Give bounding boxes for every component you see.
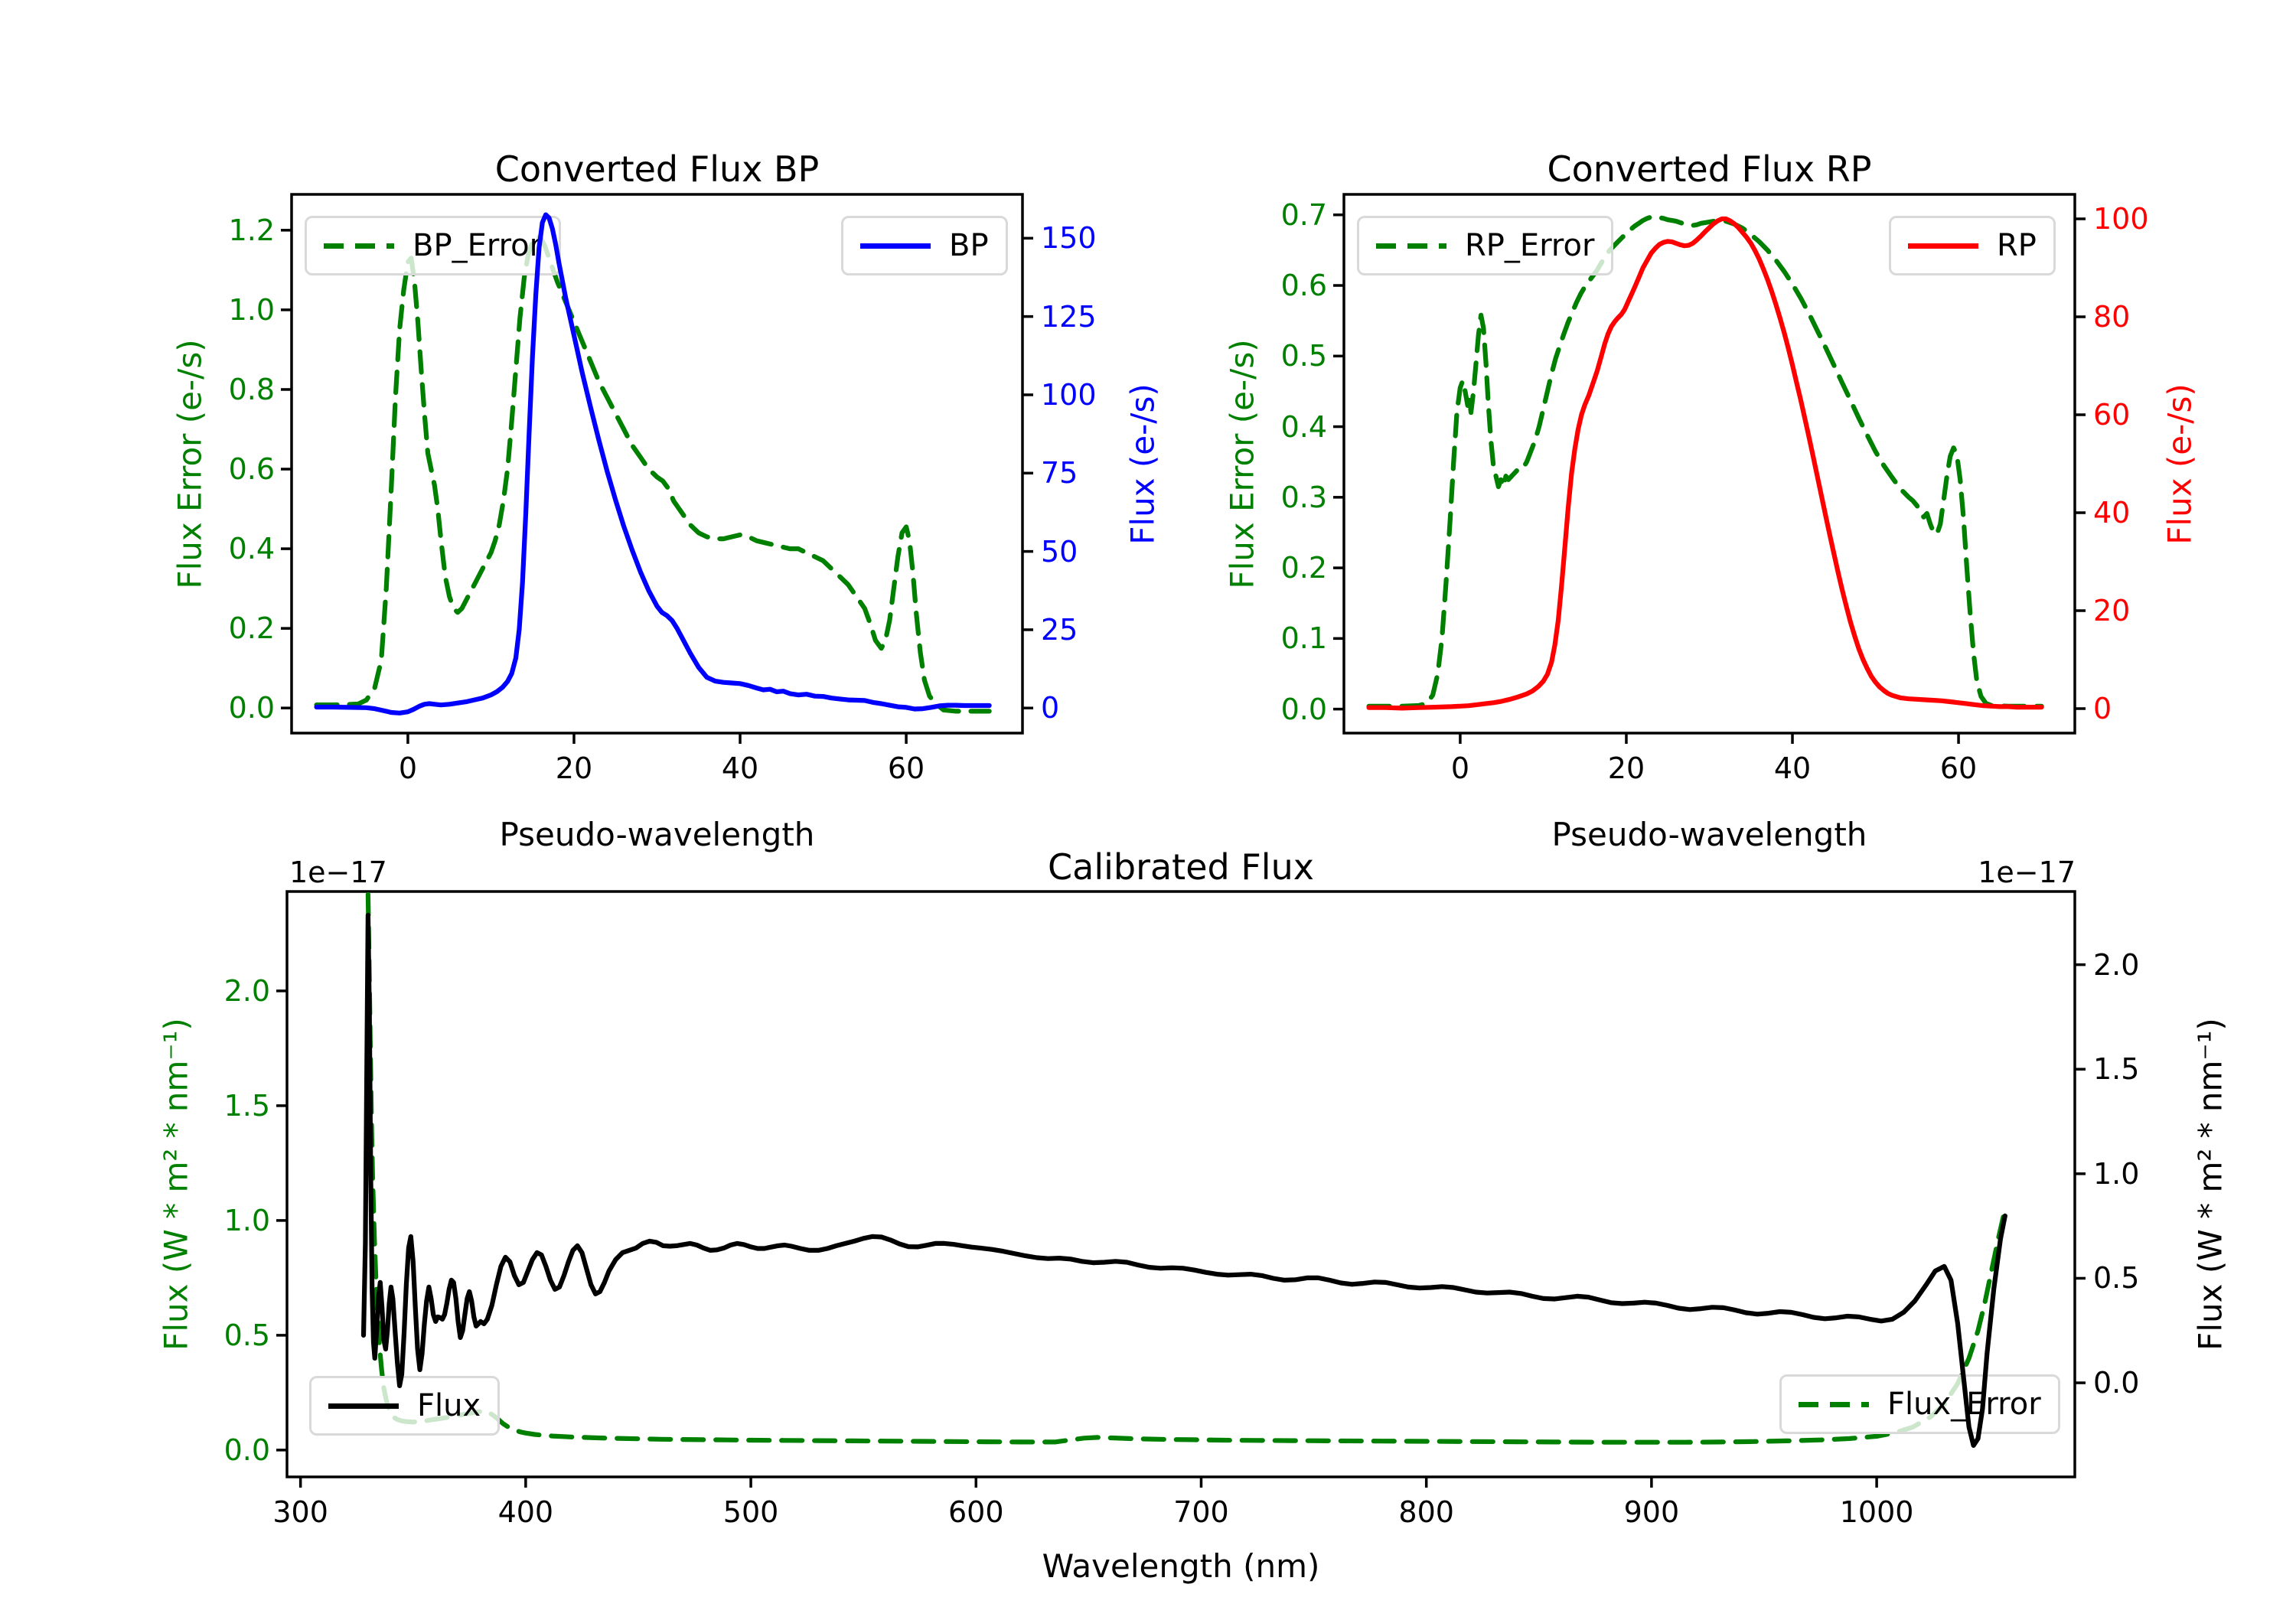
- left-y-tick-label: 1.2: [228, 213, 275, 247]
- x-tick-label: 300: [272, 1495, 328, 1529]
- calibrated-x-axis-label: Wavelength (nm): [1042, 1547, 1320, 1585]
- right-y-tick-label: 100: [2093, 202, 2149, 236]
- legend-label: BP: [949, 228, 989, 263]
- rp-panel-title: Converted Flux RP: [1547, 148, 1872, 190]
- right-y-tick-label: 150: [1041, 221, 1097, 256]
- dashed-line-sample-icon: [1376, 243, 1446, 249]
- solid-line-sample-icon: [860, 243, 931, 249]
- left-y-tick-label: 0.6: [228, 452, 275, 487]
- right-y-tick-label: 1.0: [2093, 1156, 2140, 1191]
- solid-line-sample-icon: [328, 1403, 399, 1409]
- right-y-tick-label: 60: [2093, 398, 2131, 432]
- legend-label: Flux: [417, 1388, 481, 1423]
- x-tick-label: 1000: [1839, 1495, 1914, 1529]
- right-y-tick-label: 1.5: [2093, 1052, 2140, 1087]
- x-tick-label: 0: [398, 751, 418, 785]
- x-tick-label: 40: [1773, 751, 1812, 785]
- x-tick-label: 800: [1398, 1495, 1454, 1529]
- legend-label: RP_Error: [1465, 228, 1595, 263]
- right-y-tick-label: 80: [2093, 300, 2131, 334]
- left-y-tick-label: 1.5: [223, 1088, 270, 1123]
- right-y-tick-label: 25: [1041, 612, 1078, 647]
- bp-panel-title: Converted Flux BP: [494, 148, 820, 190]
- x-tick-label: 40: [721, 751, 759, 785]
- right-y-tick-label: 0: [1041, 691, 1060, 725]
- series-rp: [1366, 216, 2044, 711]
- left-y-tick-label: 0.0: [223, 1433, 270, 1467]
- left-y-tick-label: 0.6: [1280, 269, 1327, 303]
- right-y-tick-label: 0: [2093, 692, 2112, 725]
- left-y-tick-label: 0.1: [1280, 621, 1327, 656]
- left-y-tick-label: 0.7: [1280, 197, 1327, 232]
- x-tick-label: 500: [722, 1495, 779, 1529]
- right-y-tick-label: 0.0: [2093, 1366, 2140, 1400]
- x-tick-label: 700: [1173, 1495, 1229, 1529]
- x-tick-label: 400: [497, 1495, 554, 1529]
- legend-rp: RP: [1889, 216, 2056, 275]
- left-y-tick-label: 0.8: [228, 372, 275, 406]
- left-y-tick-label: 2.0: [223, 973, 270, 1008]
- right-y-tick-label: 75: [1041, 456, 1078, 491]
- left-y-tick-label: 0.2: [1280, 551, 1327, 585]
- left-y-tick-label: 0.2: [228, 611, 275, 646]
- left-y-tick-label: 0.4: [1280, 409, 1327, 444]
- right-y-tick-label: 100: [1041, 377, 1097, 412]
- x-tick-label: 60: [1939, 751, 1978, 785]
- left-y-tick-label: 0.5: [1280, 339, 1327, 373]
- left-y-tick-label: 0.0: [228, 691, 275, 725]
- legend-bp-error: BP_Error: [305, 216, 562, 275]
- right-y-tick-label: 2.0: [2093, 947, 2140, 982]
- left-y-tick-label: 0.0: [1280, 692, 1327, 726]
- series-flux: [360, 912, 2007, 1448]
- dashed-line-sample-icon: [1799, 1401, 1869, 1407]
- right-y-tick-label: 20: [2093, 594, 2131, 627]
- x-tick-label: 0: [1450, 751, 1470, 785]
- series-rp_error: [1366, 214, 2044, 709]
- legend-label: RP: [1997, 228, 2037, 263]
- solid-line-sample-icon: [1908, 243, 1978, 249]
- calibrated-panel-title: Calibrated Flux: [1048, 846, 1314, 888]
- dashed-line-sample-icon: [324, 243, 394, 249]
- legend-bp: BP: [841, 216, 1008, 275]
- legend-flux: Flux: [309, 1376, 501, 1436]
- right-axis-exponent-offset: 1e−17: [1978, 856, 2076, 889]
- left-y-tick-label: 1.0: [228, 292, 275, 327]
- x-tick-label: 600: [948, 1495, 1004, 1529]
- legend-rp-error: RP_Error: [1357, 216, 1614, 275]
- bp-x-axis-label: Pseudo-wavelength: [499, 816, 815, 853]
- right-y-tick-label: 125: [1041, 299, 1097, 334]
- right-y-tick-label: 0.5: [2093, 1261, 2140, 1296]
- left-y-tick-label: 1.0: [223, 1203, 270, 1237]
- right-y-tick-label: 50: [1041, 534, 1078, 569]
- series-bp: [314, 212, 992, 715]
- right-y-tick-label: 40: [2093, 496, 2131, 530]
- x-tick-label: 20: [1607, 751, 1645, 785]
- x-tick-label: 900: [1623, 1495, 1680, 1529]
- left-axis-exponent-offset: 1e−17: [289, 856, 387, 889]
- rp-x-axis-label: Pseudo-wavelength: [1551, 816, 1867, 853]
- x-tick-label: 20: [555, 751, 593, 785]
- x-tick-label: 60: [887, 751, 925, 785]
- left-y-tick-label: 0.3: [1280, 480, 1327, 514]
- series-bp_error: [314, 233, 992, 714]
- legend-flux-error: Flux_Error: [1779, 1374, 2060, 1434]
- left-y-tick-label: 0.5: [223, 1318, 270, 1352]
- left-y-tick-label: 0.4: [228, 532, 275, 566]
- legend-label: BP_Error: [413, 228, 543, 263]
